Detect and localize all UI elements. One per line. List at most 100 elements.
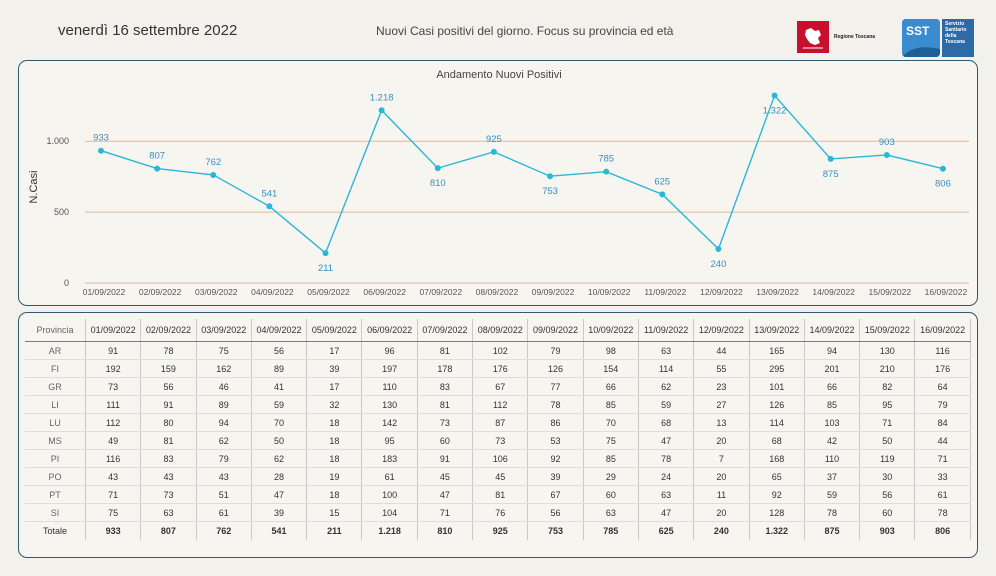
- x-tick-label: 10/09/2022: [588, 287, 631, 297]
- column-header-date: 08/09/2022: [472, 319, 529, 342]
- table-cell: 67: [527, 485, 584, 504]
- table-cell: 89: [251, 359, 308, 378]
- dashboard-subtitle: Nuovi Casi positivi del giorno. Focus su…: [376, 24, 674, 38]
- table-cell: 13: [693, 413, 750, 432]
- table-cell: 68: [638, 413, 695, 432]
- table-cell: 44: [914, 431, 971, 450]
- total-row: Totale 933 807 762 541 211 1.218 810 925 753 785 62…: [25, 521, 971, 540]
- table-cell: 130: [361, 395, 418, 414]
- data-point: [939, 165, 946, 172]
- province-cell: PO: [25, 467, 86, 486]
- x-tick-label: 06/09/2022: [363, 287, 406, 297]
- table-cell: 76: [472, 503, 529, 522]
- column-header-date: 16/09/2022: [914, 319, 971, 342]
- column-header-date: 05/09/2022: [306, 319, 363, 342]
- table-cell: 79: [196, 449, 252, 468]
- table-cell: 61: [361, 467, 418, 486]
- total-cell: 762: [196, 521, 252, 540]
- table-cell: 39: [527, 467, 584, 486]
- table-cell: 63: [583, 503, 639, 522]
- total-cell: 240: [693, 521, 750, 540]
- table-row: MS 49 81 62 50 18 95 60 73 53 75 47 20 68 42 50 44: [25, 431, 971, 450]
- table-row: LI 111 91 89 59 32 130 81 112 78 85 59 27 126 85 95 79: [25, 395, 971, 414]
- table-cell: 111: [85, 395, 142, 414]
- table-cell: 68: [749, 431, 805, 450]
- table-cell: 55: [693, 359, 750, 378]
- table-cell: 37: [804, 467, 861, 486]
- table-cell: 106: [472, 449, 529, 468]
- table-cell: 126: [527, 359, 584, 378]
- table-cell: 19: [306, 467, 363, 486]
- table-cell: 32: [306, 395, 363, 414]
- column-header-provincia: Provincia: [25, 319, 86, 342]
- table-cell: 63: [638, 341, 695, 360]
- total-cell: 806: [914, 521, 971, 540]
- table-cell: 192: [85, 359, 142, 378]
- data-label: 903: [879, 137, 895, 148]
- data-point: [154, 165, 161, 172]
- province-cell: PT: [25, 485, 86, 504]
- data-point: [771, 92, 778, 99]
- table-cell: 92: [527, 449, 584, 468]
- data-label: 810: [430, 178, 446, 189]
- table-cell: 71: [859, 413, 916, 432]
- table-cell: 42: [804, 431, 861, 450]
- y-axis-label: N.Casi: [28, 170, 40, 203]
- table-cell: 91: [140, 395, 197, 414]
- table-cell: 67: [472, 377, 529, 396]
- line-chart: Andamento Nuovi Positivi N.Casi 0 500 1.000 0…: [28, 69, 969, 297]
- sst-logo-mark: SST: [906, 24, 930, 38]
- chart-panel: Andamento Nuovi Positivi N.Casi 0 500 1.000 0…: [18, 60, 978, 306]
- column-header-date: 12/09/2022: [693, 319, 750, 342]
- table-cell: 61: [196, 503, 252, 522]
- table-row: PT 71 73 51 47 18 100 47 81 67 60 63 11 92 59 56 61: [25, 485, 971, 504]
- table-cell: 94: [196, 413, 252, 432]
- table-cell: 82: [859, 377, 916, 396]
- province-cell: GR: [25, 377, 86, 396]
- table-row: PI 116 83 79 62 18 183 91 106 92 85 78 7 168 110 119 71: [25, 449, 971, 468]
- table-cell: 112: [85, 413, 142, 432]
- table-cell: 61: [914, 485, 971, 504]
- column-header-date: 02/09/2022: [140, 319, 197, 342]
- column-header-date: 06/09/2022: [361, 319, 418, 342]
- data-point: [603, 168, 610, 175]
- total-cell: 211: [306, 521, 363, 540]
- table-cell: 128: [749, 503, 805, 522]
- table-cell: 51: [196, 485, 252, 504]
- data-label: 1.322: [763, 106, 787, 117]
- sst-logo: SST: [902, 19, 940, 57]
- table-cell: 87: [472, 413, 529, 432]
- regione-toscana-logo-text: Regione Toscana: [834, 34, 876, 40]
- total-cell: 785: [583, 521, 639, 540]
- data-label: 753: [542, 186, 558, 197]
- province-cell: PI: [25, 449, 86, 468]
- table-cell: 183: [361, 449, 418, 468]
- table-cell: 70: [251, 413, 308, 432]
- table-cell: 96: [361, 341, 418, 360]
- cases-by-province-table: Provincia 01/09/2022 02/09/2022 03/09/2022…: [25, 319, 971, 540]
- data-label: 541: [261, 188, 277, 199]
- table-cell: 20: [693, 467, 750, 486]
- table-cell: 201: [804, 359, 861, 378]
- table-cell: 60: [417, 431, 474, 450]
- total-cell: 1.322: [749, 521, 805, 540]
- y-tick-label: 0: [64, 278, 69, 288]
- table-cell: 50: [859, 431, 916, 450]
- table-cell: 89: [196, 395, 252, 414]
- report-date: venerdì 16 settembre 2022: [58, 22, 238, 39]
- column-header-date: 07/09/2022: [417, 319, 474, 342]
- table-cell: 73: [140, 485, 197, 504]
- table-cell: 47: [417, 485, 474, 504]
- total-cell: 625: [638, 521, 695, 540]
- table-row: LU 112 80 94 70 18 142 73 87 86 70 68 13 114 103 71 84: [25, 413, 971, 432]
- table-cell: 80: [140, 413, 197, 432]
- table-cell: 104: [361, 503, 418, 522]
- data-label: 875: [823, 169, 839, 180]
- dashboard-header: venerdì 16 settembre 2022 Nuovi Casi pos…: [0, 0, 996, 60]
- total-cell: 903: [859, 521, 916, 540]
- table-cell: 75: [196, 341, 252, 360]
- table-cell: 85: [583, 395, 639, 414]
- table-cell: 50: [251, 431, 308, 450]
- total-cell: 925: [472, 521, 529, 540]
- table-cell: 60: [859, 503, 916, 522]
